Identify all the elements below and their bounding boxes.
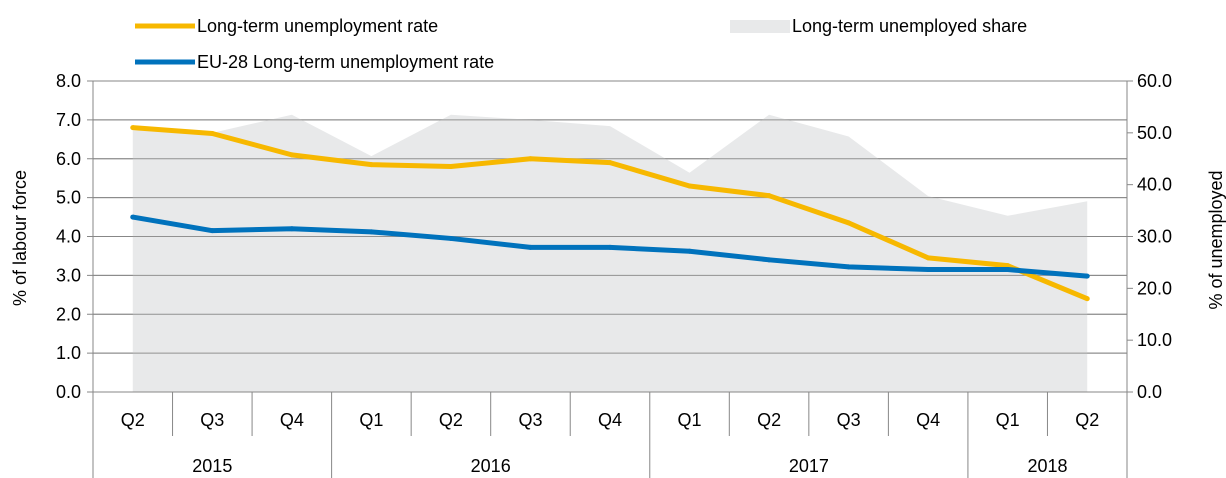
right-tick-label: 10.0	[1137, 330, 1172, 350]
data-point	[687, 183, 693, 189]
data-point	[607, 160, 613, 166]
data-point	[846, 220, 852, 226]
right-tick-label: 30.0	[1137, 227, 1172, 247]
data-point	[1005, 267, 1011, 273]
right-axis-ticks: 0.0 10.0 20.0 30.0 40.0 50.0 60.0	[1127, 71, 1172, 402]
data-point	[448, 235, 454, 241]
data-point	[1084, 296, 1090, 302]
data-point	[766, 193, 772, 199]
year-label: 2018	[1027, 456, 1067, 476]
x-tick-label: Q4	[598, 410, 622, 430]
right-axis-title: % of unemployed	[1206, 170, 1226, 309]
year-label: 2016	[471, 456, 511, 476]
x-tick-label: Q1	[678, 410, 702, 430]
x-tick-label: Q2	[1075, 410, 1099, 430]
x-axis-labels: Q2 Q3 Q4 Q1 Q2 Q3 Q4 Q1 Q2 Q3 Q4 Q1 Q2 2015 2016 2017 20…	[92, 392, 1128, 478]
left-tick-label: 4.0	[56, 227, 81, 247]
left-tick-label: 0.0	[56, 382, 81, 402]
x-tick-label: Q3	[837, 410, 861, 430]
data-point	[209, 228, 215, 234]
data-point	[607, 244, 613, 250]
data-point	[130, 214, 136, 220]
area-series	[93, 80, 1127, 393]
x-tick-label: Q4	[280, 410, 304, 430]
right-tick-label: 20.0	[1137, 278, 1172, 298]
line-series	[130, 125, 1090, 302]
left-axis-title: % of labour force	[10, 170, 30, 306]
right-tick-label: 50.0	[1137, 123, 1172, 143]
right-tick-label: 40.0	[1137, 175, 1172, 195]
data-point	[289, 152, 295, 158]
data-point	[368, 162, 374, 168]
left-axis-ticks: 0.0 1.0 2.0 3.0 4.0 5.0 6.0 7.0 8.0	[56, 71, 93, 402]
data-point	[209, 130, 215, 136]
x-tick-label: Q1	[359, 410, 383, 430]
legend-label-share: Long-term unemployed share	[792, 16, 1027, 36]
x-tick-label: Q2	[121, 410, 145, 430]
data-point	[766, 257, 772, 263]
left-tick-label: 8.0	[56, 71, 81, 91]
legend-label-eu28: EU-28 Long-term unemployment rate	[197, 52, 494, 72]
x-tick-label: Q3	[200, 410, 224, 430]
area-long-term-unemployed-share	[132, 114, 1088, 393]
left-tick-label: 6.0	[56, 149, 81, 169]
legend: Long-term unemployment rate Long-term une…	[135, 16, 1027, 72]
legend-label-lt-rate: Long-term unemployment rate	[197, 16, 438, 36]
left-tick-label: 1.0	[56, 343, 81, 363]
data-point	[925, 255, 931, 261]
data-point	[1084, 273, 1090, 279]
right-tick-label: 60.0	[1137, 71, 1172, 91]
left-tick-label: 2.0	[56, 304, 81, 324]
left-tick-label: 5.0	[56, 188, 81, 208]
left-tick-label: 3.0	[56, 265, 81, 285]
data-point	[130, 125, 136, 131]
data-point	[846, 264, 852, 270]
data-point	[527, 244, 533, 250]
x-tick-label: Q3	[518, 410, 542, 430]
x-tick-label: Q4	[916, 410, 940, 430]
x-tick-label: Q2	[757, 410, 781, 430]
year-label: 2015	[192, 456, 232, 476]
x-tick-label: Q2	[439, 410, 463, 430]
data-point	[527, 156, 533, 162]
data-point	[368, 229, 374, 235]
right-tick-label: 0.0	[1137, 382, 1162, 402]
data-point	[925, 267, 931, 273]
legend-swatch-share	[730, 20, 790, 33]
left-tick-label: 7.0	[56, 110, 81, 130]
data-point	[1005, 263, 1011, 269]
year-label: 2017	[789, 456, 829, 476]
data-point	[289, 226, 295, 232]
data-point	[687, 248, 693, 254]
x-tick-label: Q1	[996, 410, 1020, 430]
data-point	[448, 164, 454, 170]
